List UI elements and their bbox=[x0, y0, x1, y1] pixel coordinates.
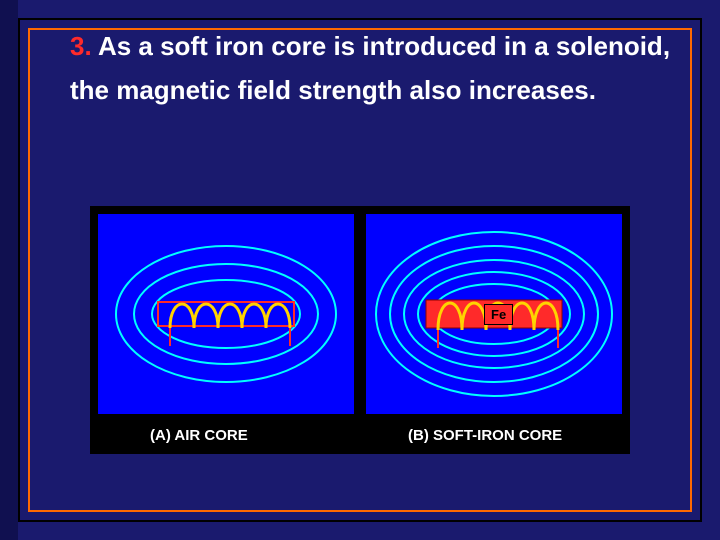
left-accent bbox=[0, 0, 18, 540]
slide: 3. As a soft iron core is introduced in … bbox=[0, 0, 720, 540]
panel-iron-core: Fe bbox=[366, 214, 622, 414]
diagram-container: Fe (A) AIR CORE (B) SOFT-IRON CORE bbox=[90, 206, 630, 454]
caption-b: (B) SOFT-IRON CORE bbox=[408, 427, 562, 444]
heading-text: As a soft iron core is introduced in a s… bbox=[70, 31, 670, 105]
bullet-number: 3. bbox=[70, 31, 92, 61]
caption-a: (A) AIR CORE bbox=[150, 427, 248, 444]
iron-core-label: Fe bbox=[484, 304, 513, 325]
panel-air-core bbox=[98, 214, 354, 414]
heading: 3. As a soft iron core is introduced in … bbox=[70, 24, 680, 112]
air-core-svg bbox=[98, 214, 354, 414]
